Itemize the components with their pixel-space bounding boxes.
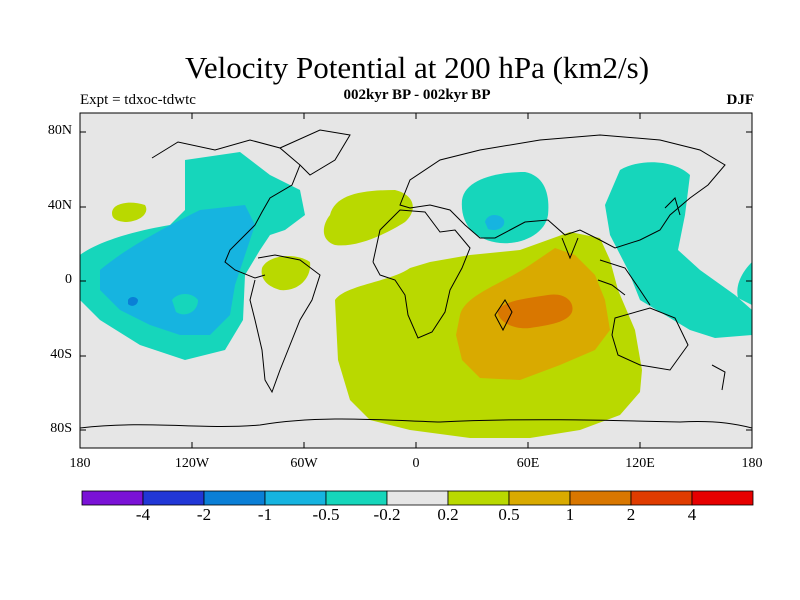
- lon-label-180w: 180: [69, 456, 91, 471]
- colorbar-swatch: [142, 490, 205, 506]
- colorbar-label: -1: [257, 505, 273, 524]
- contour-samerica-positive: [261, 256, 311, 291]
- colorbar-label: -0.2: [373, 505, 401, 524]
- colorbar-label: -4: [135, 505, 151, 524]
- colorbar-swatch: [325, 490, 388, 506]
- lat-label-40n: 40N: [47, 198, 72, 213]
- contour-north-pacific-positive: [112, 202, 147, 222]
- lon-label-120e: 120E: [625, 456, 655, 471]
- colorbar-label: 0.2: [437, 505, 459, 524]
- lat-label-80s: 80S: [50, 421, 72, 436]
- lat-label-40s: 40S: [50, 347, 72, 362]
- contour-atlantic-positive: [323, 190, 413, 246]
- contour-pacific-gap: [172, 294, 198, 315]
- lat-label-0: 0: [65, 272, 72, 287]
- contour-eurasia-blue: [485, 214, 505, 230]
- longitude-ticks: [79, 113, 753, 448]
- contour-dateline-negative: [737, 262, 752, 305]
- colorbar-swatch: [386, 490, 449, 506]
- colorbar-swatch: [691, 490, 754, 506]
- contour-pacific-blue: [100, 205, 255, 335]
- colorbar-label: 1: [565, 505, 575, 524]
- colorbar-swatch: [569, 490, 632, 506]
- latitude-ticks: [80, 131, 752, 431]
- contour-pacific-core: [128, 297, 138, 306]
- coastlines: [80, 129, 752, 429]
- lat-label-80n: 80N: [47, 123, 72, 138]
- plot-subtitle: 002kyr BP - 002kyr BP: [343, 87, 491, 103]
- colorbar-label: 0.5: [498, 505, 520, 524]
- lon-label-120w: 120W: [174, 456, 210, 471]
- lon-label-180e: 180: [741, 456, 763, 471]
- colorbar-swatch: [630, 490, 693, 506]
- contour-eastasia-negative: [605, 162, 752, 338]
- lon-label-0: 0: [412, 456, 420, 471]
- colorbar: [81, 490, 754, 506]
- lon-label-60w: 60W: [290, 456, 318, 471]
- experiment-label: Expt = tdxoc-tdwtc: [80, 92, 196, 108]
- contour-indian-ocean-core: [497, 294, 573, 329]
- colorbar-swatch: [81, 490, 144, 506]
- colorbar-label: -0.5: [312, 505, 340, 524]
- colorbar-label: 4: [687, 505, 697, 524]
- colorbar-swatch: [447, 490, 510, 506]
- colorbar-swatch: [508, 490, 571, 506]
- colorbar-swatch: [264, 490, 327, 506]
- colorbar-swatch: [203, 490, 266, 506]
- colorbar-label: -2: [196, 505, 212, 524]
- colorbar-label: 2: [626, 505, 636, 524]
- plot-title: Velocity Potential at 200 hPa (km2/s): [184, 50, 650, 85]
- season-label: DJF: [726, 92, 755, 108]
- lon-label-60e: 60E: [516, 456, 540, 471]
- contour-eurasia-negative: [461, 172, 549, 244]
